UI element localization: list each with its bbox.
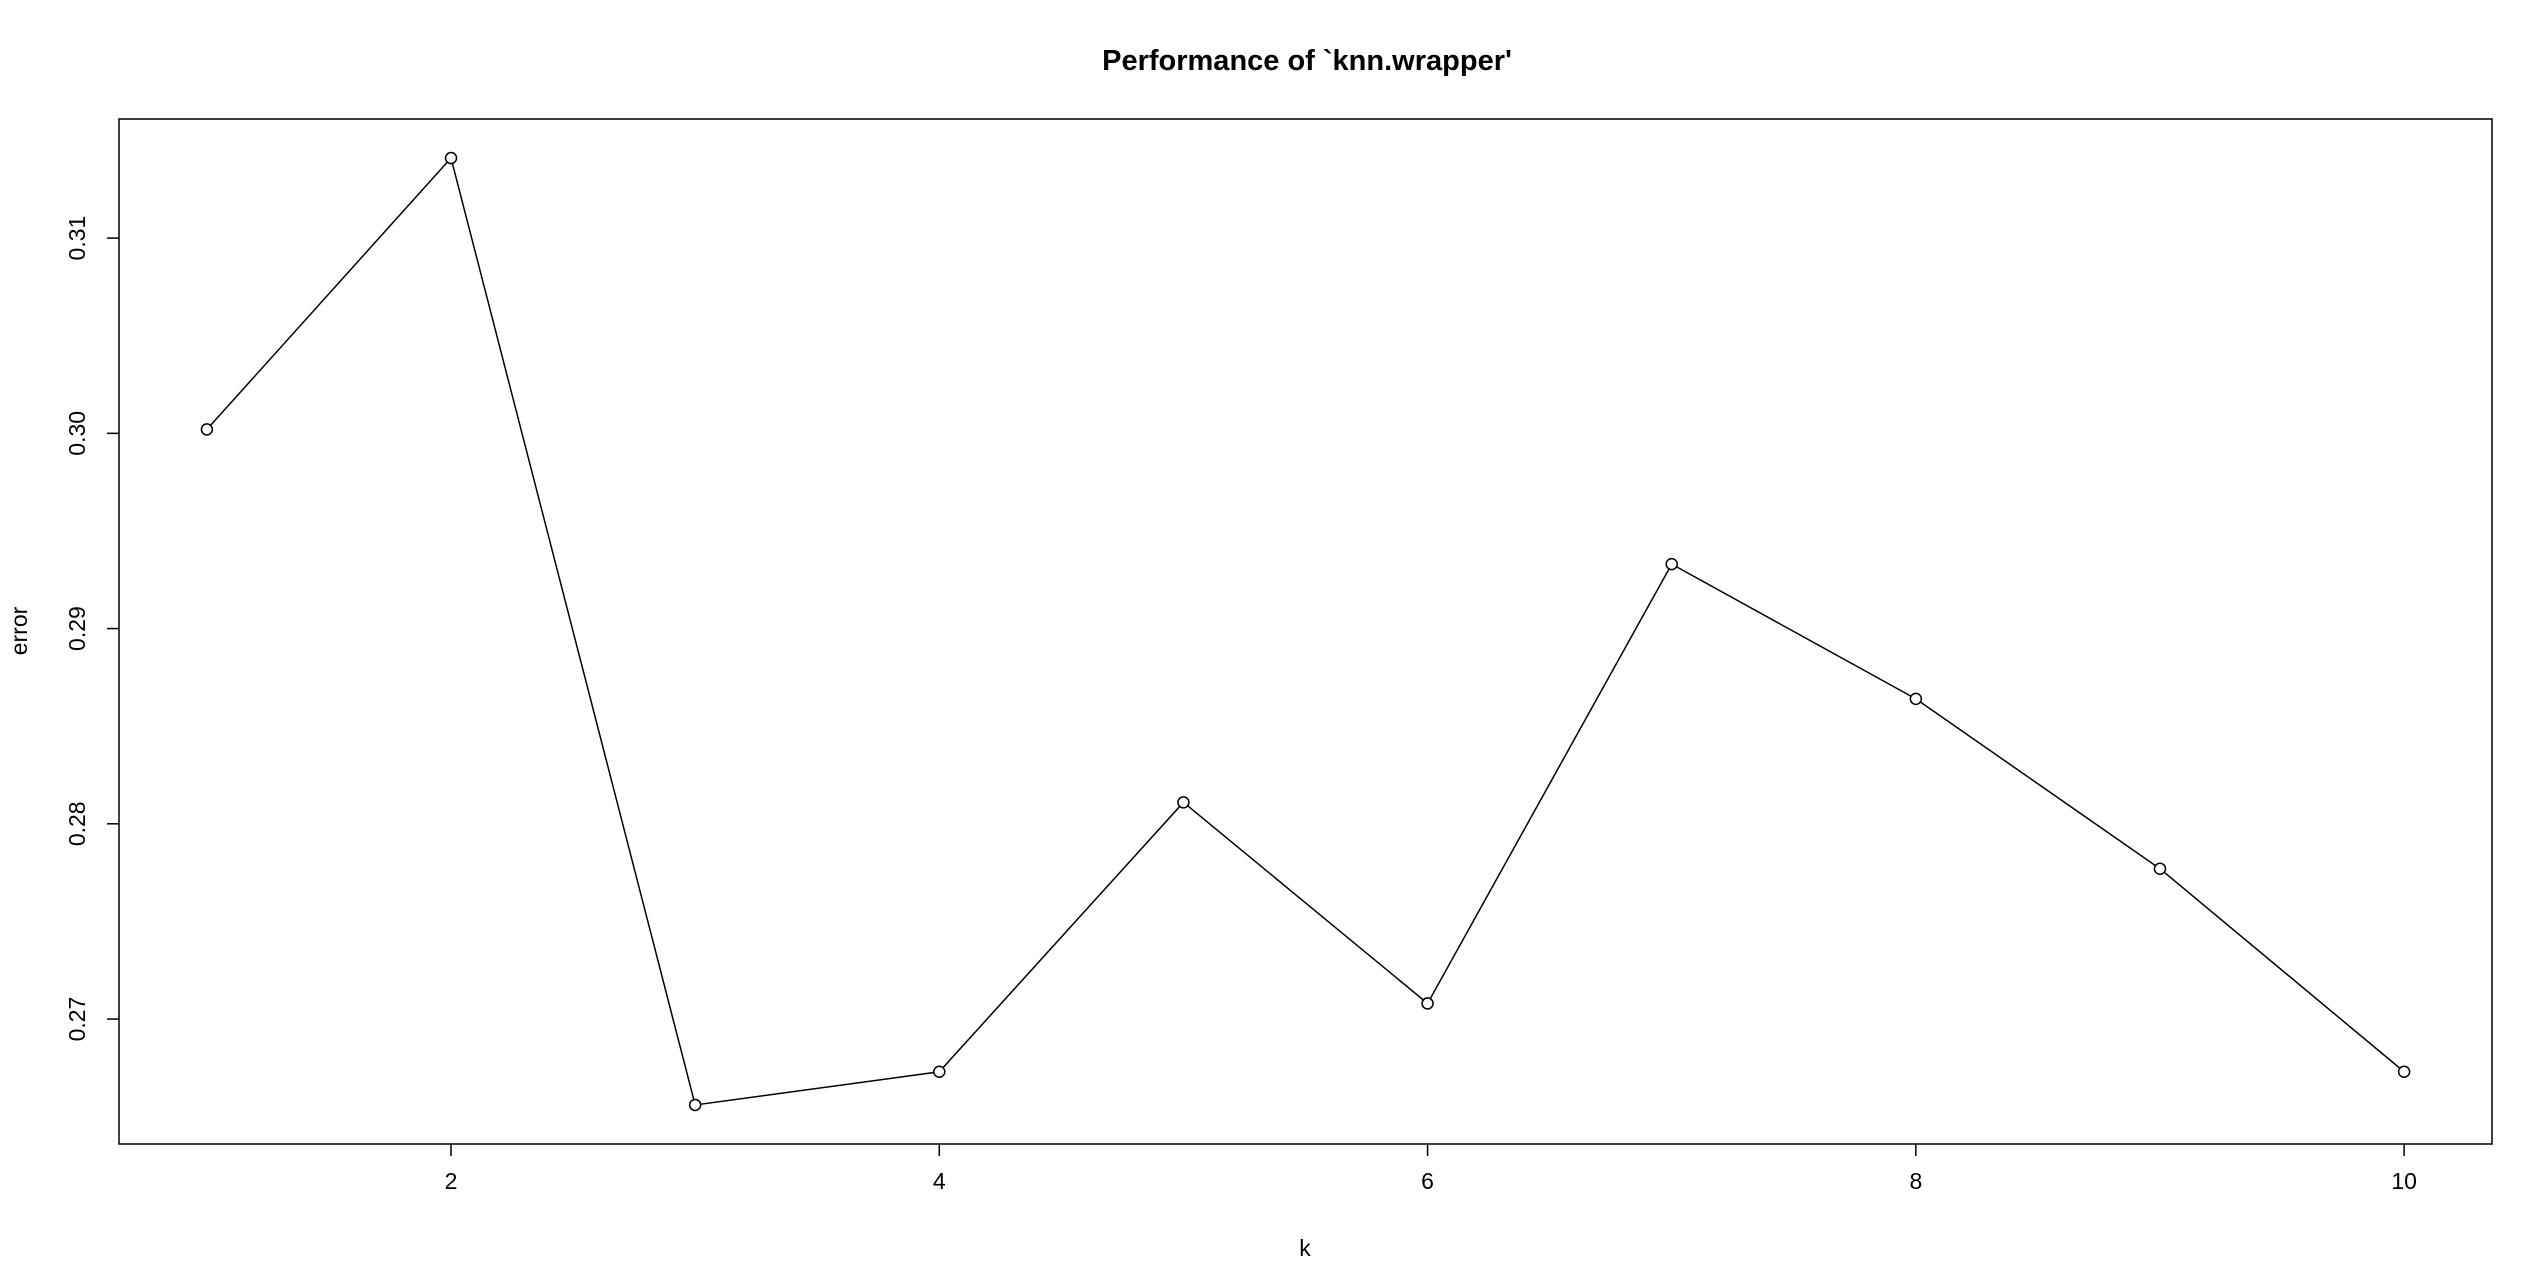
data-point (1421, 997, 1434, 1010)
data-point (1909, 692, 1923, 706)
x-tick-label: 8 (1909, 1168, 1922, 1194)
y-tick-label: 0.27 (64, 997, 90, 1042)
data-point (2397, 1065, 2411, 1079)
data-point (444, 151, 458, 165)
data-point (688, 1098, 702, 1112)
x-tick-label: 4 (933, 1168, 946, 1194)
chart-title: Performance of `knn.wrapper' (1102, 45, 1512, 77)
data-point (2153, 862, 2167, 875)
x-tick-label: 2 (445, 1168, 458, 1194)
y-tick-label: 0.28 (64, 801, 90, 846)
y-axis-label: error (6, 606, 32, 655)
y-tick-label: 0.30 (64, 411, 90, 456)
x-tick-label: 6 (1421, 1168, 1434, 1194)
data-point (933, 1065, 946, 1079)
x-axis: 2 4 6 8 10 (445, 1144, 2417, 1194)
plot-frame (118, 118, 2493, 1145)
series-line (206, 156, 2405, 1106)
data-point (1177, 796, 1190, 809)
y-tick-label: 0.29 (64, 606, 90, 651)
data-point (1665, 557, 1678, 571)
y-tick-label: 0.31 (64, 216, 90, 261)
data-points (200, 151, 2411, 1112)
x-axis-label: k (1299, 1235, 1311, 1261)
y-axis: 0.27 0.28 0.29 0.30 0.31 (64, 216, 119, 1042)
x-tick-label: 10 (2391, 1168, 2417, 1194)
data-point (200, 423, 214, 436)
